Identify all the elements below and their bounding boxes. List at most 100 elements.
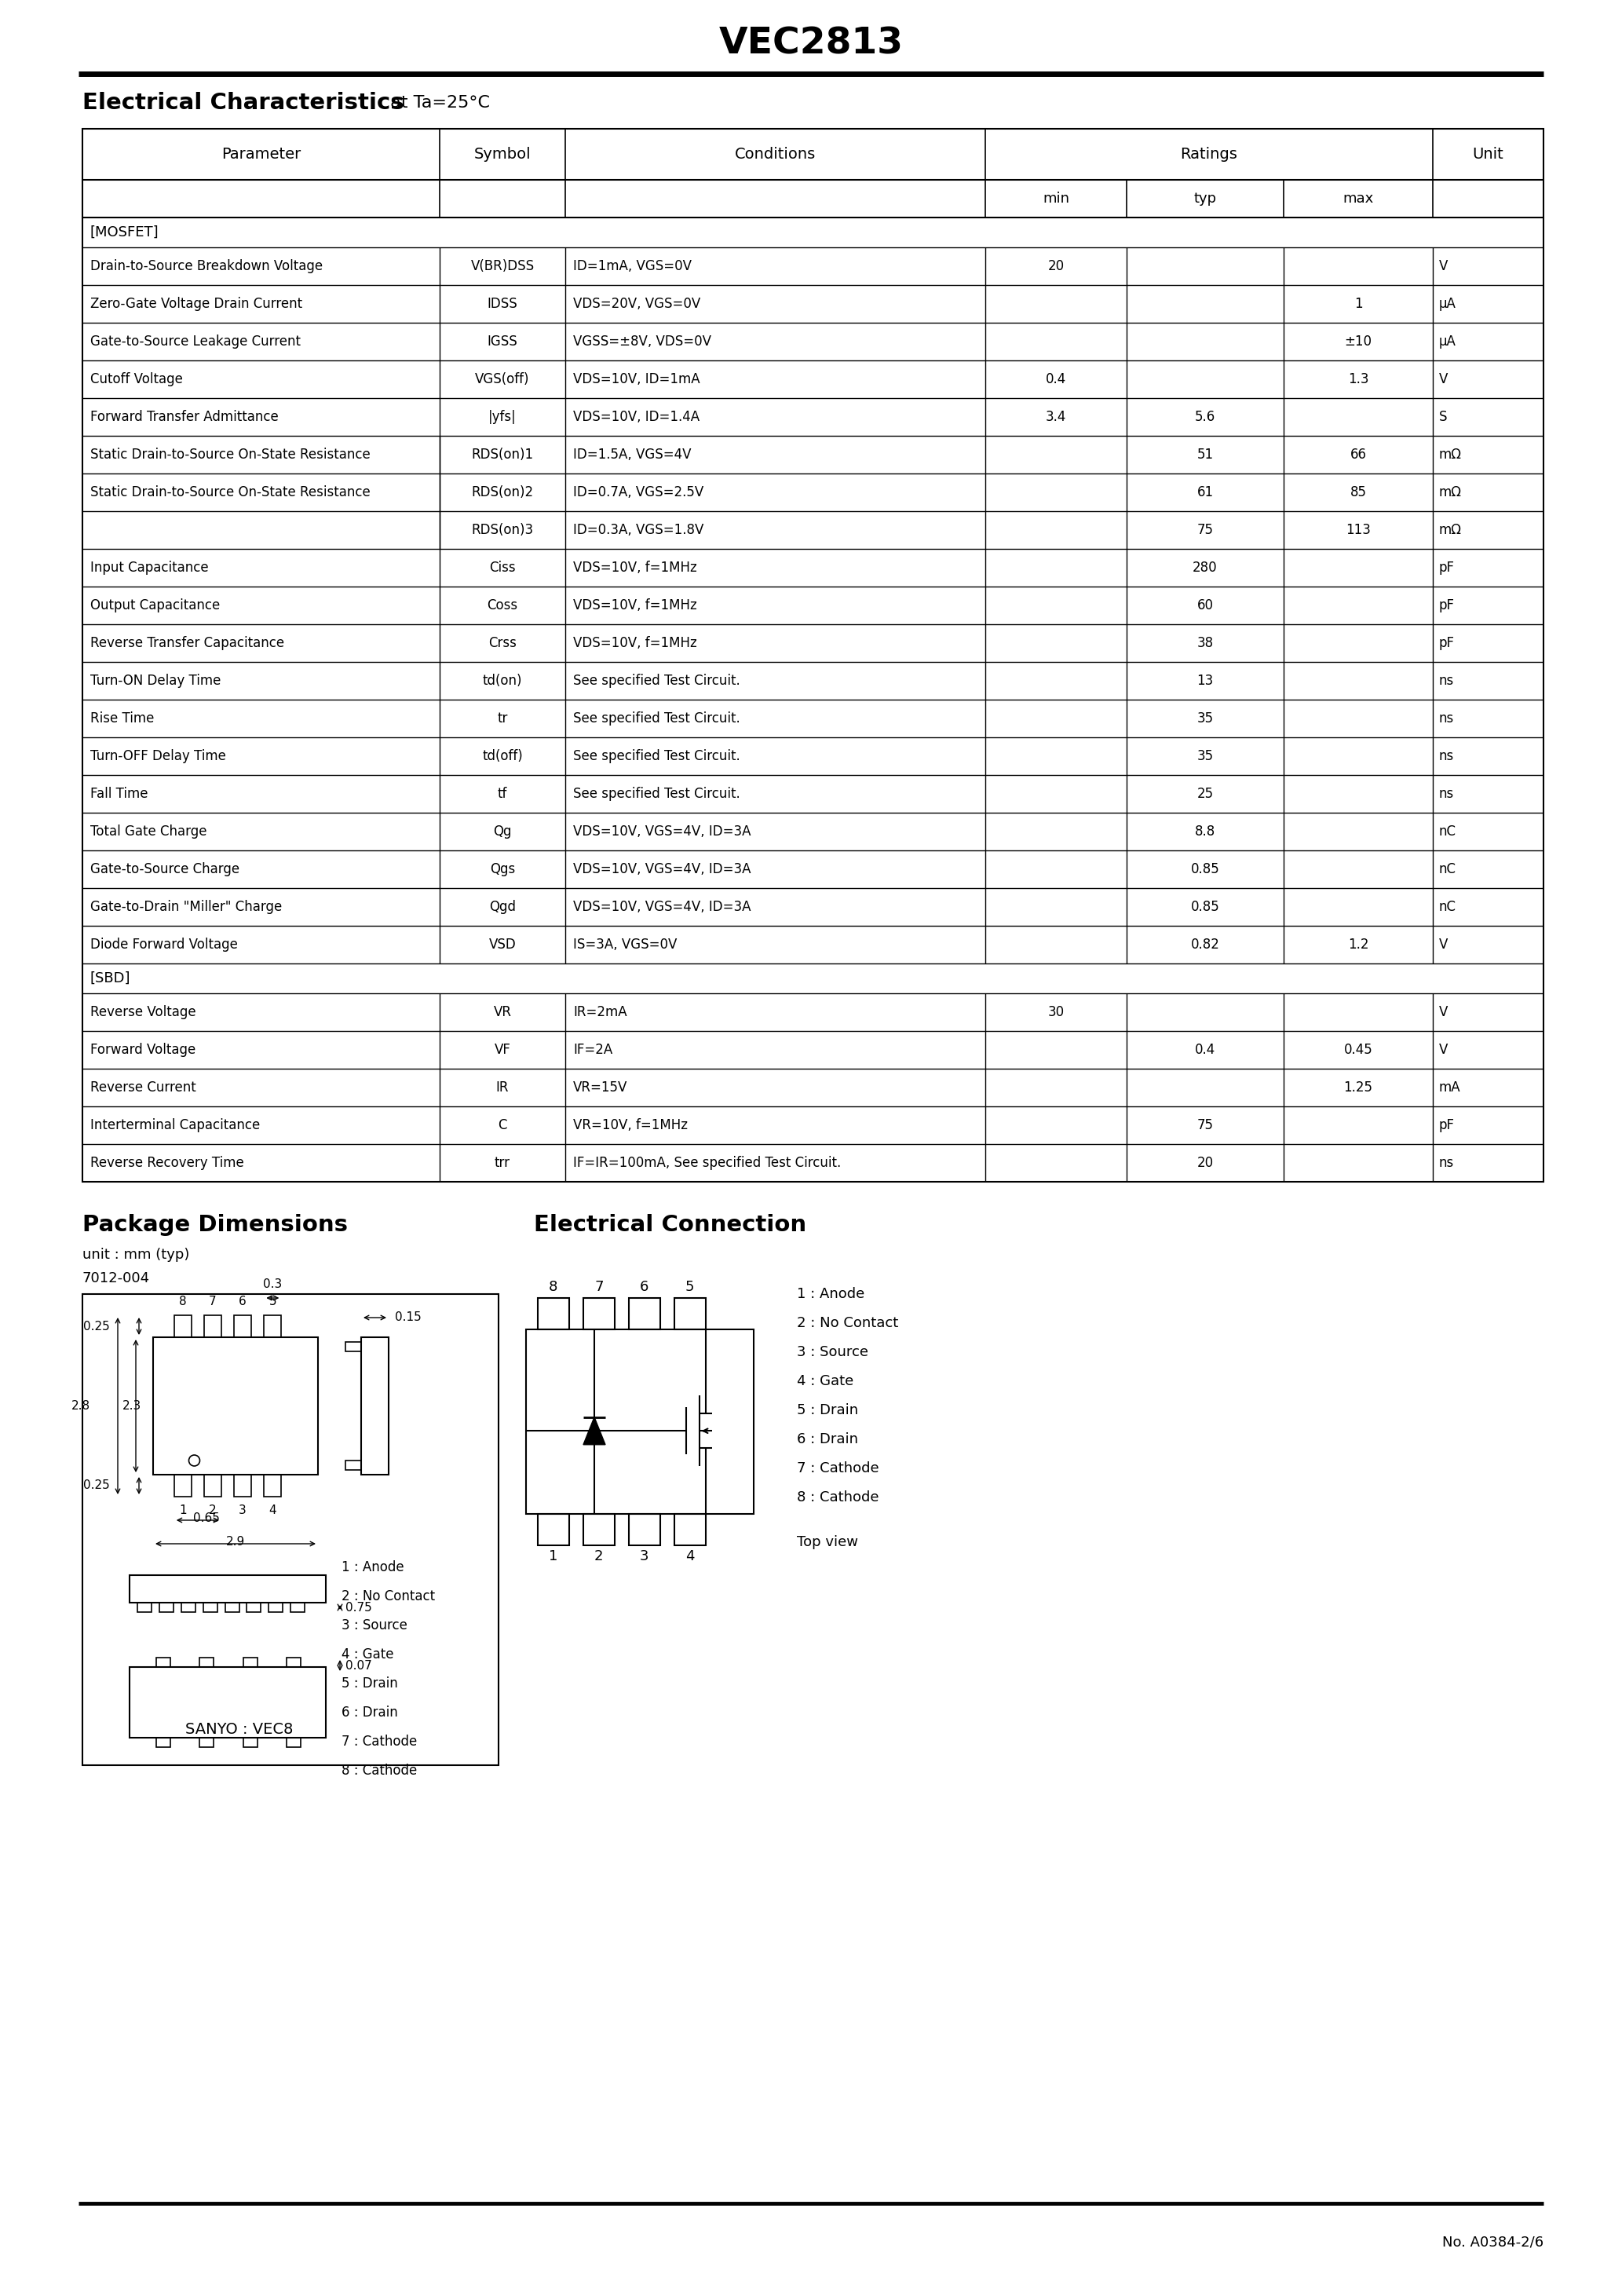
Text: V: V	[1439, 1042, 1448, 1056]
Text: unit : mm (typ): unit : mm (typ)	[83, 1247, 190, 1263]
Text: 3: 3	[238, 1504, 247, 1515]
Text: 8 : Cathode: 8 : Cathode	[342, 1763, 417, 1777]
Bar	[287, 1658, 302, 1667]
Bar	[138, 1603, 152, 1612]
Text: Parameter: Parameter	[221, 147, 300, 161]
Text: Reverse Current: Reverse Current	[91, 1081, 196, 1095]
Text: RDS(on)3: RDS(on)3	[472, 523, 534, 537]
Text: Gate-to-Source Leakage Current: Gate-to-Source Leakage Current	[91, 335, 300, 349]
Text: VR=10V, f=1MHz: VR=10V, f=1MHz	[573, 1118, 688, 1132]
Bar	[269, 1603, 282, 1612]
Text: Cutoff Voltage: Cutoff Voltage	[91, 372, 183, 386]
Bar	[200, 1738, 214, 1747]
Text: Reverse Transfer Capacitance: Reverse Transfer Capacitance	[91, 636, 284, 650]
Text: VR: VR	[493, 1006, 511, 1019]
Text: 6: 6	[238, 1295, 247, 1306]
Bar	[83, 1295, 498, 1766]
Text: Total Gate Charge: Total Gate Charge	[91, 824, 208, 838]
Text: 0.45: 0.45	[1343, 1042, 1372, 1056]
Text: Reverse Voltage: Reverse Voltage	[91, 1006, 196, 1019]
Bar	[130, 1575, 326, 1603]
Bar	[675, 1297, 706, 1329]
Text: See specified Test Circuit.: See specified Test Circuit.	[573, 748, 740, 762]
Bar	[287, 1738, 302, 1747]
Text: Fall Time: Fall Time	[91, 788, 148, 801]
Text: VGSS=±8V, VDS=0V: VGSS=±8V, VDS=0V	[573, 335, 712, 349]
Text: V(BR)DSS: V(BR)DSS	[470, 259, 534, 273]
Text: 7: 7	[594, 1279, 603, 1295]
Text: 1: 1	[178, 1504, 187, 1515]
Bar	[203, 1603, 217, 1612]
Bar	[629, 1513, 660, 1545]
Bar	[629, 1297, 660, 1329]
Text: 2 : No Contact: 2 : No Contact	[796, 1316, 899, 1329]
Text: mA: mA	[1439, 1081, 1461, 1095]
Text: 4 : Gate: 4 : Gate	[796, 1373, 853, 1389]
Text: IGSS: IGSS	[487, 335, 517, 349]
Text: 1: 1	[548, 1550, 558, 1564]
Text: 4 : Gate: 4 : Gate	[342, 1649, 394, 1662]
Text: ns: ns	[1439, 712, 1455, 726]
Text: 35: 35	[1197, 712, 1213, 726]
Text: Gate-to-Drain "Miller" Charge: Gate-to-Drain "Miller" Charge	[91, 900, 282, 914]
Text: 0.15: 0.15	[394, 1311, 422, 1322]
Text: 0.3: 0.3	[263, 1279, 282, 1290]
Text: VDS=20V, VGS=0V: VDS=20V, VGS=0V	[573, 296, 701, 310]
Text: Forward Voltage: Forward Voltage	[91, 1042, 196, 1056]
Text: 0.65: 0.65	[193, 1513, 219, 1525]
Text: Ciss: Ciss	[490, 560, 516, 574]
Text: Turn-ON Delay Time: Turn-ON Delay Time	[91, 673, 221, 689]
Text: VGS(off): VGS(off)	[475, 372, 530, 386]
Bar	[345, 1460, 362, 1469]
Text: 6: 6	[641, 1279, 649, 1295]
Text: 0.82: 0.82	[1191, 937, 1220, 953]
Text: VSD: VSD	[488, 937, 516, 953]
Text: Top view: Top view	[796, 1536, 858, 1550]
Text: RDS(on)1: RDS(on)1	[472, 448, 534, 461]
Bar	[156, 1738, 170, 1747]
Text: 280: 280	[1192, 560, 1218, 574]
Text: μA: μA	[1439, 335, 1457, 349]
Text: ±10: ±10	[1345, 335, 1372, 349]
Bar	[264, 1474, 281, 1497]
Text: 61: 61	[1197, 484, 1213, 501]
Text: at Ta=25°C: at Ta=25°C	[384, 94, 490, 110]
Text: V: V	[1439, 259, 1448, 273]
Bar	[200, 1658, 214, 1667]
Text: Qgs: Qgs	[490, 863, 516, 877]
Bar	[290, 1603, 305, 1612]
Bar	[584, 1297, 615, 1329]
Text: 0.85: 0.85	[1191, 900, 1220, 914]
Text: 75: 75	[1197, 1118, 1213, 1132]
Text: td(off): td(off)	[482, 748, 522, 762]
Text: IS=3A, VGS=0V: IS=3A, VGS=0V	[573, 937, 676, 953]
Text: typ: typ	[1194, 191, 1216, 207]
Text: See specified Test Circuit.: See specified Test Circuit.	[573, 673, 740, 689]
Text: 2.9: 2.9	[225, 1536, 245, 1548]
Text: Rise Time: Rise Time	[91, 712, 154, 726]
Text: S: S	[1439, 411, 1447, 425]
Text: Forward Transfer Admittance: Forward Transfer Admittance	[91, 411, 279, 425]
Text: IF=IR=100mA, See specified Test Circuit.: IF=IR=100mA, See specified Test Circuit.	[573, 1155, 842, 1171]
Bar	[182, 1603, 196, 1612]
Text: Input Capacitance: Input Capacitance	[91, 560, 209, 574]
Text: 0.75: 0.75	[345, 1603, 371, 1614]
Text: VDS=10V, f=1MHz: VDS=10V, f=1MHz	[573, 636, 697, 650]
Text: 66: 66	[1350, 448, 1366, 461]
Text: [SBD]: [SBD]	[91, 971, 131, 985]
Text: trr: trr	[495, 1155, 511, 1171]
Text: 20: 20	[1048, 259, 1064, 273]
Text: 1.3: 1.3	[1348, 372, 1369, 386]
Text: 8 : Cathode: 8 : Cathode	[796, 1490, 879, 1504]
Bar	[537, 1297, 569, 1329]
Text: IR: IR	[496, 1081, 509, 1095]
Text: pF: pF	[1439, 636, 1455, 650]
Bar	[84, 436, 438, 549]
Text: VDS=10V, f=1MHz: VDS=10V, f=1MHz	[573, 560, 697, 574]
Text: tr: tr	[498, 712, 508, 726]
Text: VR=15V: VR=15V	[573, 1081, 628, 1095]
Text: 0.25: 0.25	[83, 1320, 110, 1332]
Text: 5 : Drain: 5 : Drain	[796, 1403, 858, 1417]
Text: 1.25: 1.25	[1343, 1081, 1372, 1095]
Text: 5: 5	[269, 1295, 276, 1306]
